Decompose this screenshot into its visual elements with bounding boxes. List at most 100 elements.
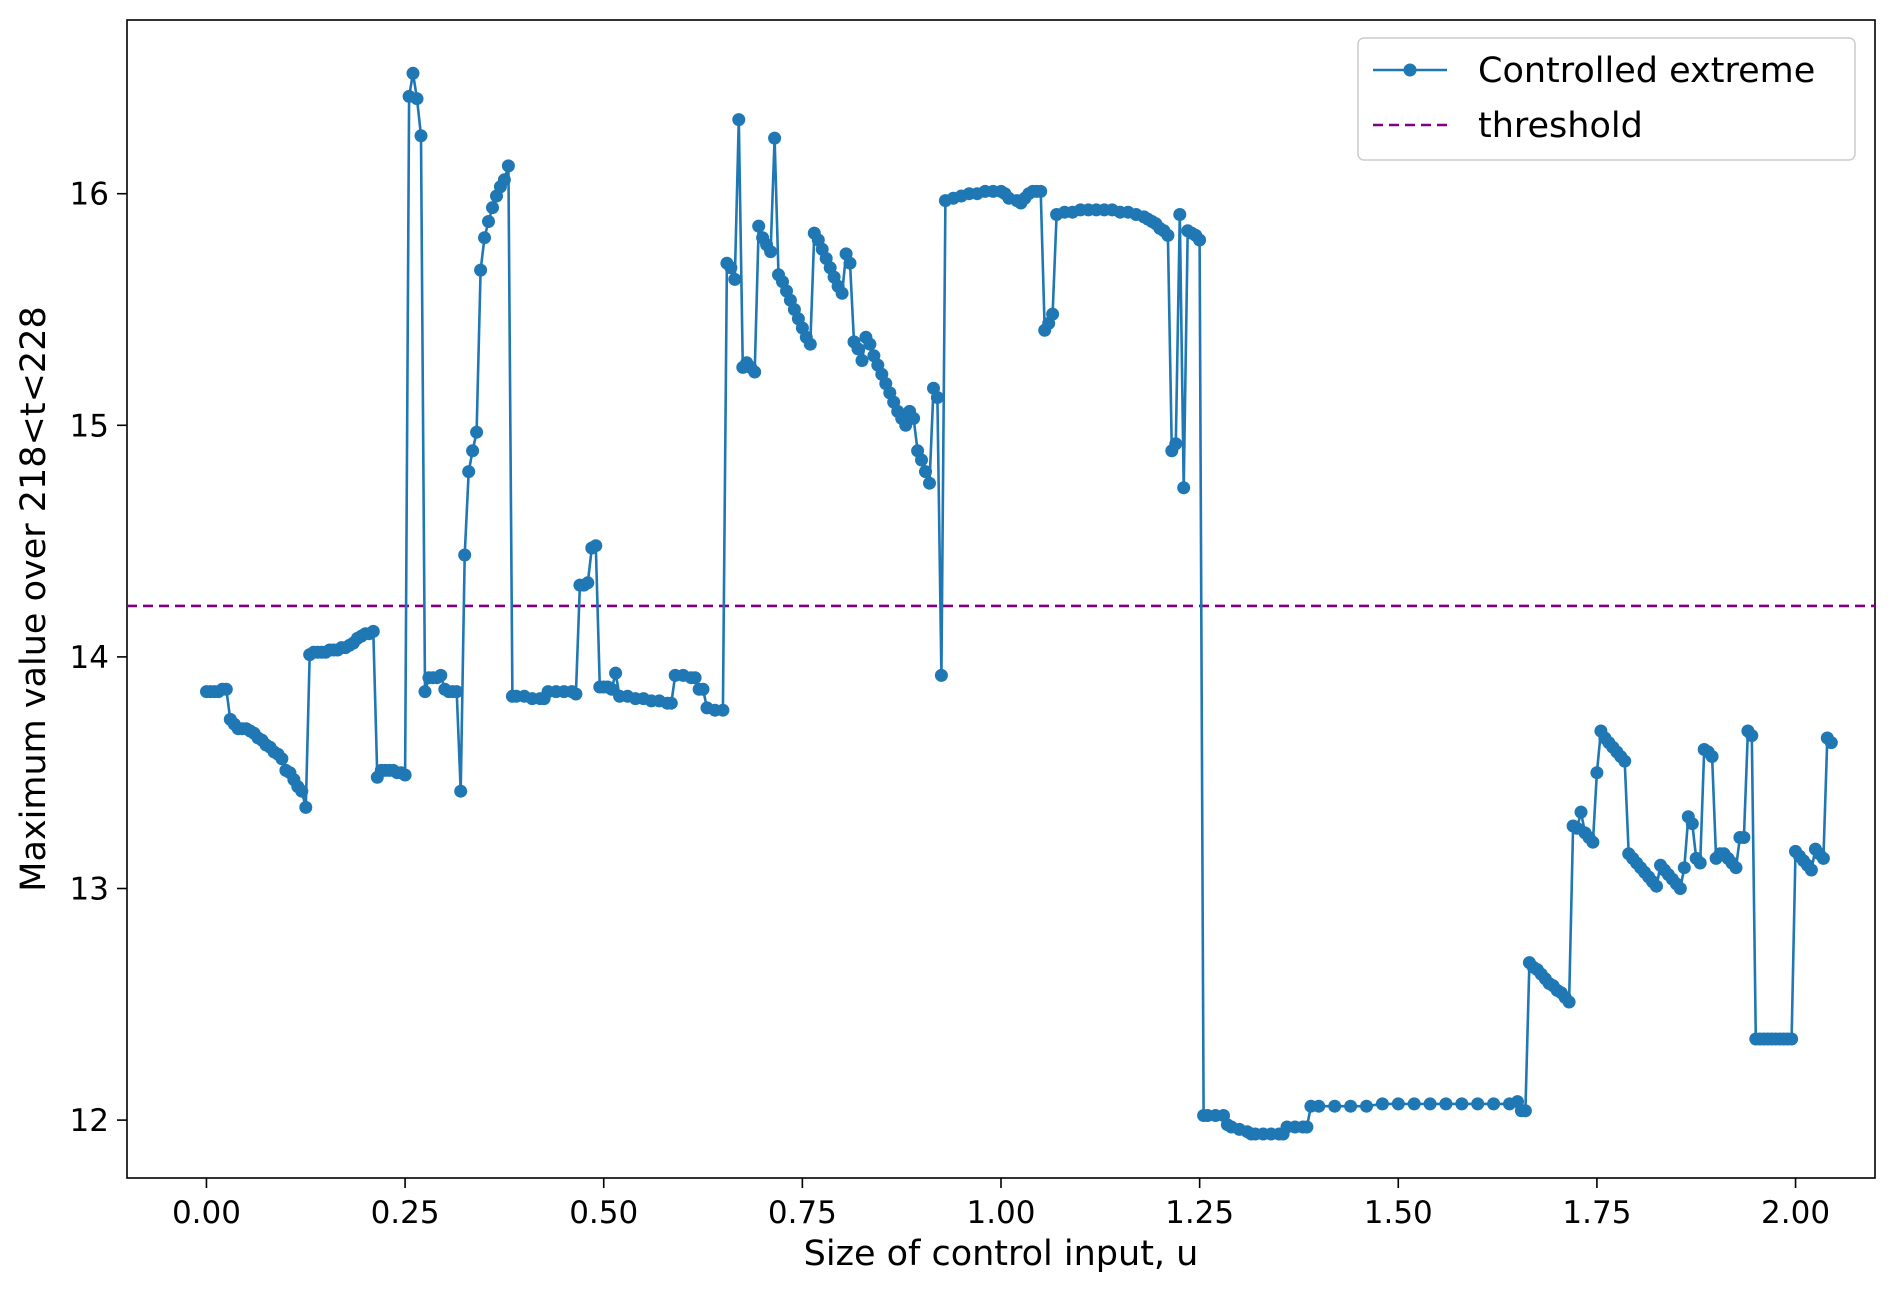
data-point [434, 668, 448, 682]
y-tick-label: 16 [70, 177, 109, 213]
x-tick-label: 1.00 [966, 1195, 1035, 1231]
legend-series-label: Controlled extreme [1478, 51, 1815, 91]
data-point [1407, 1097, 1421, 1111]
data-point [1574, 805, 1588, 819]
data-point [768, 131, 782, 145]
data-point [295, 784, 309, 798]
data-point [1034, 184, 1048, 198]
data-point [1677, 861, 1691, 875]
data-point [934, 668, 948, 682]
x-axis: 0.00 0.25 0.50 0.75 1.00 1.25 1.50 1.75 2.00 [172, 1178, 1830, 1231]
data-point [1816, 851, 1830, 865]
data-point [863, 337, 877, 351]
data-point [1439, 1097, 1453, 1111]
data-point [501, 159, 515, 173]
data-point [1673, 882, 1687, 895]
data-point [1173, 208, 1187, 221]
data-point [930, 391, 944, 404]
data-point [589, 539, 603, 553]
x-tick-label: 1.50 [1364, 1195, 1433, 1231]
data-point [1590, 766, 1604, 780]
data-point [1562, 995, 1576, 1009]
series-layer [200, 66, 1838, 1141]
data-point [1328, 1099, 1342, 1113]
data-point [450, 685, 464, 699]
data-point [219, 682, 233, 696]
data-point [732, 113, 746, 127]
data-point [1685, 817, 1699, 831]
x-tick-label: 0.00 [172, 1195, 241, 1231]
data-point [907, 411, 921, 425]
data-point [478, 231, 491, 245]
x-tick-label: 0.25 [371, 1195, 440, 1231]
data-point [497, 173, 511, 187]
data-point [1705, 750, 1719, 763]
data-point [470, 425, 484, 439]
data-point [843, 256, 857, 270]
x-axis-label: Size of control input, u [804, 1234, 1199, 1274]
data-point [664, 696, 678, 710]
data-point [462, 465, 476, 479]
data-point [764, 245, 778, 259]
data-point [919, 465, 932, 479]
data-point [728, 272, 742, 286]
x-tick-label: 1.25 [1165, 1195, 1234, 1231]
data-point [366, 624, 380, 638]
data-point [716, 703, 730, 717]
data-point [406, 66, 420, 80]
data-point [1161, 228, 1175, 242]
data-point [299, 800, 313, 814]
data-point [1471, 1097, 1485, 1111]
data-point [835, 286, 849, 300]
data-point [414, 129, 428, 143]
data-point [569, 687, 583, 701]
data-point [1745, 729, 1759, 743]
data-point [1046, 307, 1060, 321]
data-point [855, 354, 869, 367]
data-point [752, 219, 766, 233]
data-point [474, 263, 488, 277]
data-point [688, 671, 702, 685]
data-point [458, 548, 472, 562]
data-point [275, 752, 289, 766]
data-point [1586, 835, 1600, 849]
data-point [1391, 1097, 1405, 1111]
legend-box [1357, 37, 1856, 161]
x-tick-label: 1.75 [1562, 1195, 1631, 1231]
data-point [748, 365, 762, 379]
data-point [724, 261, 738, 275]
data-point [1487, 1097, 1501, 1111]
y-axis: 12 13 14 15 16 [70, 177, 127, 1139]
data-point [1360, 1099, 1373, 1113]
data-point [851, 342, 865, 356]
data-point [1375, 1097, 1389, 1111]
data-point [609, 666, 623, 680]
data-point [1737, 831, 1751, 844]
data-point [1785, 1032, 1799, 1046]
data-point [1729, 861, 1743, 875]
x-tick-label: 2.00 [1761, 1195, 1830, 1231]
data-point [581, 576, 595, 590]
data-point [696, 682, 710, 696]
y-axis-label: Maximum value over 218<t<228 [14, 306, 54, 891]
x-tick-label: 0.75 [768, 1195, 837, 1231]
y-tick-label: 13 [70, 872, 109, 908]
legend-series-marker [1403, 63, 1417, 77]
data-point [1618, 754, 1632, 768]
plot-area [126, 19, 1876, 1179]
data-point [454, 784, 468, 798]
x-tick-label: 0.50 [569, 1195, 638, 1231]
data-point [1693, 856, 1707, 870]
y-tick-label: 15 [70, 408, 109, 444]
data-point [486, 201, 499, 215]
data-point [1312, 1099, 1326, 1113]
y-tick-label: 14 [70, 640, 109, 676]
data-point [1344, 1099, 1358, 1113]
data-point [803, 337, 817, 351]
data-point [1650, 879, 1663, 893]
data-point [1177, 481, 1191, 495]
data-point [1193, 233, 1207, 247]
legend-threshold-label: threshold [1478, 106, 1643, 146]
